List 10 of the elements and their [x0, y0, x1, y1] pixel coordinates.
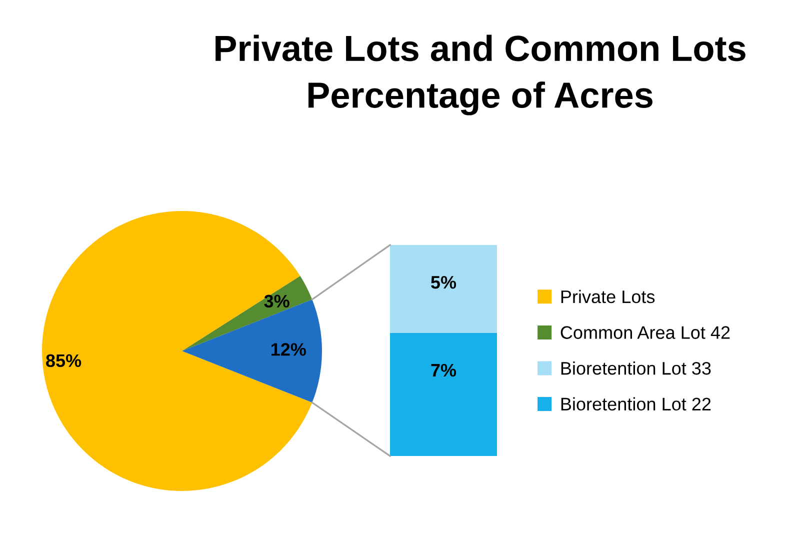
data-label: 85%	[46, 354, 82, 368]
legend-label: Bioretention Lot 33	[561, 361, 711, 375]
legend-label: Private Lots	[561, 290, 655, 304]
data-label: 12%	[271, 343, 306, 356]
legend-label: Common Area Lot 42	[560, 326, 730, 339]
data-label: 3%	[264, 294, 290, 308]
chart-title: Private Lots and Common Lots Percentage of Acres	[216, 34, 746, 116]
data-label: 5%	[431, 276, 456, 289]
legend-label: Bioretention Lot 22	[561, 397, 711, 411]
data-label: 7%	[431, 364, 456, 377]
